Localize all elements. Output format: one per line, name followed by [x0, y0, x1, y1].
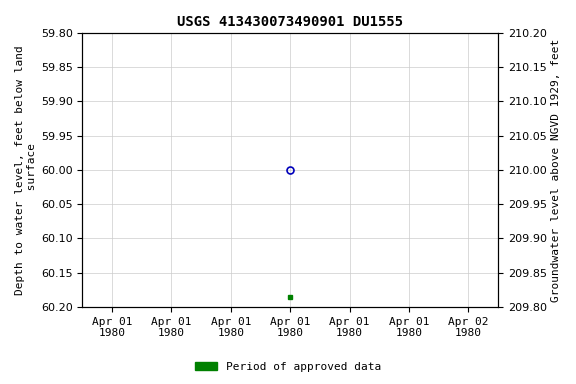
Y-axis label: Groundwater level above NGVD 1929, feet: Groundwater level above NGVD 1929, feet — [551, 38, 561, 301]
Legend: Period of approved data: Period of approved data — [191, 358, 385, 377]
Y-axis label: Depth to water level, feet below land
 surface: Depth to water level, feet below land su… — [15, 45, 37, 295]
Title: USGS 413430073490901 DU1555: USGS 413430073490901 DU1555 — [177, 15, 403, 29]
